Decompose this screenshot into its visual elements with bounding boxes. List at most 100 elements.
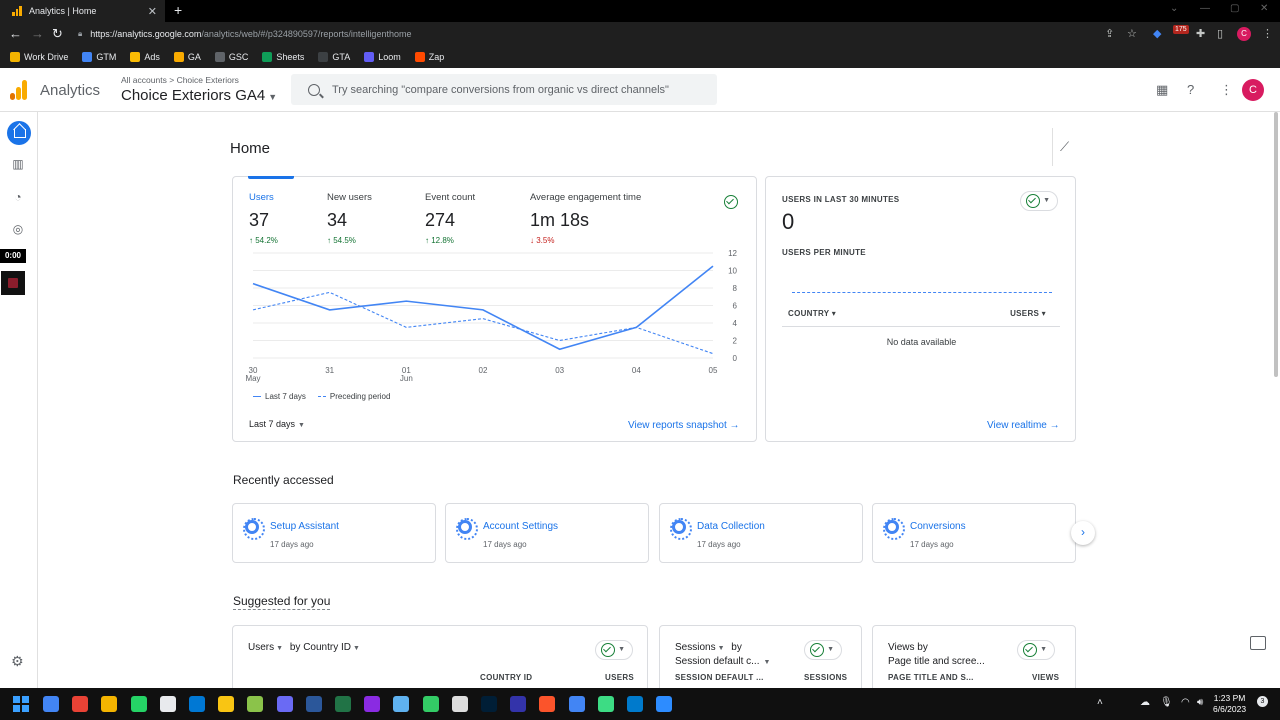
share-icon[interactable]: ⇪ [1105,28,1115,40]
record-stop-button[interactable] [1,271,25,295]
suggested-check-chip[interactable]: ▼ [595,640,633,660]
volume-icon[interactable]: 🔊︎ [1197,697,1204,708]
taskbar-app-icon[interactable] [159,696,176,712]
metric-users[interactable]: Users 37 ↑ 54.2% [249,192,278,245]
extensions-puzzle-icon[interactable]: ✚ [1196,28,1206,40]
taskbar-app-icon[interactable] [305,696,322,712]
taskbar-app-icon[interactable] [247,696,264,712]
breadcrumb[interactable]: All accounts > Choice Exteriors [121,75,239,85]
bookmark-item[interactable]: GTA [318,52,350,62]
taskbar-app-icon[interactable] [510,696,527,712]
recent-item-name[interactable]: Account Settings [483,521,559,532]
suggested-card-title[interactable]: Users ▼ by Country ID ▼ [248,642,360,653]
taskbar-app-icon[interactable] [364,696,381,712]
window-minimize-icon[interactable]: — [1200,3,1210,14]
reload-icon[interactable]: ↻ [52,26,63,41]
recent-item-name[interactable]: Conversions [910,521,966,532]
realtime-check-chip[interactable]: ▼ [1020,191,1058,211]
suggested-card-users-country[interactable]: Users ▼ by Country ID ▼ ▼ COUNTRY ID USERS [232,625,648,695]
more-vert-icon[interactable]: ⋮ [1220,82,1233,97]
taskbar-app-icon[interactable] [627,696,643,712]
breadcrumb-all-accounts[interactable]: All accounts [121,75,167,85]
browser-tab-active[interactable]: Analytics | Home ✕ [0,0,165,22]
taskbar-app-icon[interactable] [189,696,205,712]
onedrive-cloud-icon[interactable]: ☁ [1140,697,1150,708]
tray-chevron-icon[interactable]: ˄ [1097,697,1103,708]
taskbar-app-icon[interactable] [481,696,497,712]
system-clock[interactable]: 1:23 PM 6/6/2023 [1213,693,1246,715]
metric-event-count[interactable]: Event count 274 ↑ 12.8% [425,192,475,245]
taskbar-app-icon[interactable] [597,696,614,712]
wifi-icon[interactable]: ◠ [1181,697,1190,708]
bookmark-star-icon[interactable]: ☆ [1127,28,1137,40]
suggested-card-title[interactable]: Sessions ▼ by [675,642,742,653]
bookmark-item[interactable]: Zap [414,52,444,62]
analytics-brand[interactable]: Analytics [40,82,101,99]
home-icon[interactable] [7,121,31,145]
taskbar-app-icon[interactable] [568,696,585,712]
taskbar-app-icon[interactable] [335,696,351,712]
side-panel-icon[interactable]: ▯ [1217,28,1224,40]
property-selector[interactable]: Choice Exteriors GA4 ▼ [121,87,277,104]
search-input[interactable] [332,83,702,96]
suggested-card-dimension[interactable]: Session default c... ▼ [675,656,771,667]
taskbar-app-icon[interactable] [539,696,556,712]
suggested-card-views[interactable]: Views by Page title and scree... ▼ PAGE … [872,625,1076,695]
window-chevron-icon[interactable]: ⌄ [1170,3,1179,14]
recent-item-card[interactable]: Setup Assistant 17 days ago [232,503,436,563]
windows-start-icon[interactable] [13,696,29,712]
bookmark-item[interactable]: GTM [82,52,116,62]
view-reports-snapshot-link[interactable]: View reports snapshot → [628,420,740,431]
avatar[interactable]: C [1242,79,1264,101]
taskbar-app-icon[interactable] [656,696,673,712]
taskbar-app-icon[interactable] [276,696,293,712]
feedback-icon[interactable] [1250,636,1266,650]
new-tab-icon[interactable]: + [174,2,183,18]
taskbar-app-icon[interactable] [393,696,410,712]
browser-menu-icon[interactable]: ⋮ [1262,28,1273,40]
carousel-next-button[interactable]: › [1071,521,1095,545]
address-bar[interactable]: 🔒︎ https://analytics.google.com/analytic… [78,25,1138,43]
taskbar-app-icon[interactable] [101,696,118,712]
extension-badge[interactable]: 175 [1173,25,1189,34]
suggested-check-chip[interactable]: ▼ [1017,640,1055,660]
suggested-card-dimension[interactable]: Page title and scree... [888,656,985,667]
taskbar-app-icon[interactable] [422,696,439,712]
taskbar-app-icon[interactable] [451,696,468,712]
breadcrumb-account[interactable]: Choice Exteriors [176,75,239,85]
bookmark-item[interactable]: Work Drive [10,52,68,62]
suggested-card-sessions[interactable]: Sessions ▼ by Session default c... ▼ ▼ SES… [659,625,862,695]
users-column-header[interactable]: USERS ▾ [1010,309,1046,318]
recent-item-card[interactable]: Conversions 17 days ago [872,503,1076,563]
tab-close-icon[interactable]: ✕ [147,5,157,18]
date-range-dropdown[interactable]: Last 7 days ▼ [249,419,305,429]
suggested-check-chip[interactable]: ▼ [804,640,842,660]
bookmark-item[interactable]: Loom [364,52,401,62]
forward-icon[interactable]: → [31,26,44,41]
suggested-card-title[interactable]: Views by [888,642,928,653]
apps-grid-icon[interactable]: ▦ [1156,82,1169,97]
browser-profile-avatar[interactable]: C [1237,27,1251,41]
microphone-icon[interactable]: 🎙︎ [1160,697,1173,708]
view-realtime-link[interactable]: View realtime → [987,420,1060,431]
reports-bar-chart-icon[interactable]: ▥ [12,157,24,171]
country-column-header[interactable]: COUNTRY ▾ [788,309,837,318]
taskbar-app-icon[interactable] [43,696,59,712]
insights-trend-icon[interactable]: ⟋ [1060,139,1070,154]
recent-item-card[interactable]: Data Collection 17 days ago [659,503,863,563]
explore-icon[interactable]: ◔ [14,190,22,204]
recent-item-card[interactable]: Account Settings 17 days ago [445,503,649,563]
bookmark-item[interactable]: GSC [214,52,248,62]
recent-item-name[interactable]: Data Collection [697,521,765,532]
window-maximize-icon[interactable]: ▢ [1230,3,1240,14]
bookmark-item[interactable]: GA [173,52,201,62]
taskbar-app-icon[interactable] [130,696,147,712]
taskbar-app-icon[interactable] [72,696,89,712]
extension-tag-icon[interactable]: ◆ [1153,28,1162,40]
bookmark-item[interactable]: Ads [130,52,160,62]
advertising-icon[interactable]: ◎ [12,222,24,236]
notification-count-badge[interactable]: 3 [1257,696,1268,707]
metric-engagement-time[interactable]: Average engagement time 1m 18s ↓ 3.5% [530,192,641,245]
window-close-icon[interactable]: ✕ [1260,3,1269,14]
recent-item-name[interactable]: Setup Assistant [270,521,339,532]
